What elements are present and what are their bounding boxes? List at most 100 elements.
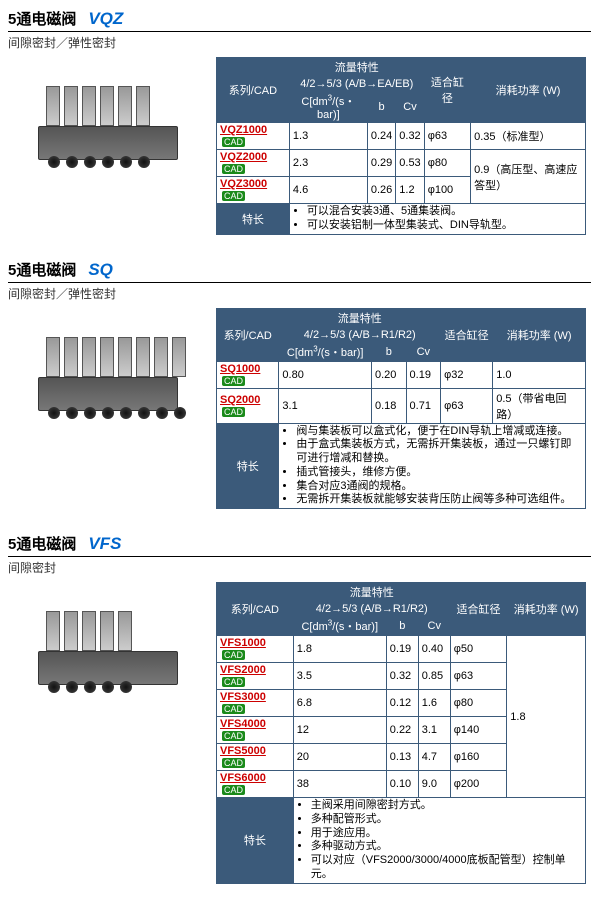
th-series: 系列/CAD xyxy=(217,583,294,636)
cad-badge[interactable]: CAD xyxy=(222,731,245,741)
th-flow: 流量特性 xyxy=(279,308,441,327)
section-subtitle: 间隙密封／弹性密封 xyxy=(8,285,591,302)
th-c: C[dm3/(s・bar)] xyxy=(293,617,386,636)
feature-item: 无需拆开集装板就能够安装背压防止阀等多种可选组件。 xyxy=(296,493,582,507)
cv-cell: 0.40 xyxy=(418,636,450,663)
title-main: 5通电磁阀 xyxy=(8,8,76,29)
b-cell: 0.32 xyxy=(386,663,418,690)
bore-cell: φ63 xyxy=(424,123,470,150)
b-cell: 0.18 xyxy=(371,388,406,423)
feature-item: 多种配管形式。 xyxy=(311,813,582,827)
cv-cell: 0.53 xyxy=(396,150,424,177)
cad-badge[interactable]: CAD xyxy=(222,137,245,147)
cad-badge[interactable]: CAD xyxy=(222,677,245,687)
model-link[interactable]: VFS3000 xyxy=(220,691,266,703)
feature-item: 主阀采用间隙密封方式。 xyxy=(311,799,582,813)
th-ports: 4/2→5/3 (A/B→R1/R2) xyxy=(279,327,441,342)
cad-badge[interactable]: CAD xyxy=(222,785,245,795)
b-cell: 0.20 xyxy=(371,361,406,388)
model-link[interactable]: SQ2000 xyxy=(220,394,260,406)
bore-cell: φ160 xyxy=(450,744,507,771)
model-link[interactable]: VFS4000 xyxy=(220,718,266,730)
c-cell: 1.8 xyxy=(293,636,386,663)
th-features: 特长 xyxy=(217,798,294,884)
model-link[interactable]: VFS5000 xyxy=(220,745,266,757)
title-main: 5通电磁阀 xyxy=(8,259,76,280)
th-flow: 流量特性 xyxy=(289,58,424,77)
model-link[interactable]: VFS2000 xyxy=(220,664,266,676)
power-cell: 1.8 xyxy=(507,636,586,798)
data-row: SQ2000CAD 3.1 0.18 0.71 φ63 0.5（带省电回路） xyxy=(217,388,586,423)
th-features: 特长 xyxy=(217,204,290,235)
feature-item: 可以混合安装3通、5通集装阀。 xyxy=(307,205,582,219)
model-cell: VFS5000CAD xyxy=(217,744,294,771)
b-cell: 0.10 xyxy=(386,771,418,798)
bore-cell: φ50 xyxy=(450,636,507,663)
model-link[interactable]: SQ1000 xyxy=(220,363,260,375)
power-cell: 0.5（带省电回路） xyxy=(493,388,586,423)
feature-item: 用于途应用。 xyxy=(311,827,582,841)
product-image xyxy=(8,582,208,702)
section-title: 5通电磁阀 VFS xyxy=(8,533,591,557)
model-cell: SQ1000CAD xyxy=(217,361,279,388)
cad-badge[interactable]: CAD xyxy=(222,191,245,201)
c-cell: 2.3 xyxy=(289,150,367,177)
title-code: SQ xyxy=(88,260,113,280)
c-cell: 6.8 xyxy=(293,690,386,717)
model-link[interactable]: VQZ3000 xyxy=(220,178,267,190)
feature-item: 可以安装铝制一体型集装式、DIN导轨型。 xyxy=(307,219,582,233)
model-cell: VFS6000CAD xyxy=(217,771,294,798)
features-cell: 阀与集装板可以盒式化，便于在DIN导轨上增减或连接。由于盒式集装板方式，无需拆开… xyxy=(279,423,586,509)
cv-cell: 1.6 xyxy=(418,690,450,717)
c-cell: 1.3 xyxy=(289,123,367,150)
model-link[interactable]: VQZ1000 xyxy=(220,124,267,136)
model-link[interactable]: VQZ2000 xyxy=(220,151,267,163)
th-bore: 适合缸径 xyxy=(424,58,470,123)
b-cell: 0.26 xyxy=(367,177,395,204)
model-link[interactable]: VFS6000 xyxy=(220,772,266,784)
feature-item: 由于盒式集装板方式，无需拆开集装板，通过一只螺钉即可进行增减和替换。 xyxy=(296,438,582,466)
spec-table: 系列/CAD 流量特性 适合缸径 消耗功率 (W) 4/2→5/3 (A/B→R… xyxy=(216,308,586,510)
th-series: 系列/CAD xyxy=(217,58,290,123)
b-cell: 0.22 xyxy=(386,717,418,744)
section-title: 5通电磁阀 VQZ xyxy=(8,8,591,32)
c-cell: 38 xyxy=(293,771,386,798)
cad-badge[interactable]: CAD xyxy=(222,407,245,417)
cad-badge[interactable]: CAD xyxy=(222,164,245,174)
bore-cell: φ32 xyxy=(441,361,493,388)
th-cv: Cv xyxy=(396,92,424,123)
th-series: 系列/CAD xyxy=(217,308,279,361)
b-cell: 0.29 xyxy=(367,150,395,177)
th-c: C[dm3/(s・bar)] xyxy=(279,342,372,361)
model-cell: SQ2000CAD xyxy=(217,388,279,423)
power-cell: 0.9（高压型、高速应答型） xyxy=(471,150,586,204)
c-cell: 3.5 xyxy=(293,663,386,690)
spec-table: 系列/CAD 流量特性 适合缸径 消耗功率 (W) 4/2→5/3 (A/B→E… xyxy=(216,57,586,235)
product-image xyxy=(8,308,208,428)
th-b: b xyxy=(367,92,395,123)
model-cell: VQZ3000CAD xyxy=(217,177,290,204)
cad-badge[interactable]: CAD xyxy=(222,650,245,660)
model-link[interactable]: VFS1000 xyxy=(220,637,266,649)
cv-cell: 0.71 xyxy=(406,388,441,423)
th-features: 特长 xyxy=(217,423,279,509)
bore-cell: φ63 xyxy=(450,663,507,690)
th-b: b xyxy=(371,342,406,361)
th-power: 消耗功率 (W) xyxy=(471,58,586,123)
feature-item: 阀与集装板可以盒式化，便于在DIN导轨上增减或连接。 xyxy=(296,425,582,439)
c-cell: 3.1 xyxy=(279,388,372,423)
features-cell: 主阀采用间隙密封方式。多种配管形式。用于途应用。多种驱动方式。可以对应（VFS2… xyxy=(293,798,585,884)
c-cell: 20 xyxy=(293,744,386,771)
b-cell: 0.12 xyxy=(386,690,418,717)
cad-badge[interactable]: CAD xyxy=(222,704,245,714)
cad-badge[interactable]: CAD xyxy=(222,758,245,768)
th-cv: Cv xyxy=(406,342,441,361)
b-cell: 0.24 xyxy=(367,123,395,150)
th-ports: 4/2→5/3 (A/B→EA/EB) xyxy=(289,77,424,92)
model-cell: VFS2000CAD xyxy=(217,663,294,690)
cad-badge[interactable]: CAD xyxy=(222,376,245,386)
feature-item: 集合对应3通阀的规格。 xyxy=(296,480,582,494)
features-cell: 可以混合安装3通、5通集装阀。可以安装铝制一体型集装式、DIN导轨型。 xyxy=(289,204,585,235)
b-cell: 0.19 xyxy=(386,636,418,663)
section-subtitle: 间隙密封 xyxy=(8,559,591,576)
